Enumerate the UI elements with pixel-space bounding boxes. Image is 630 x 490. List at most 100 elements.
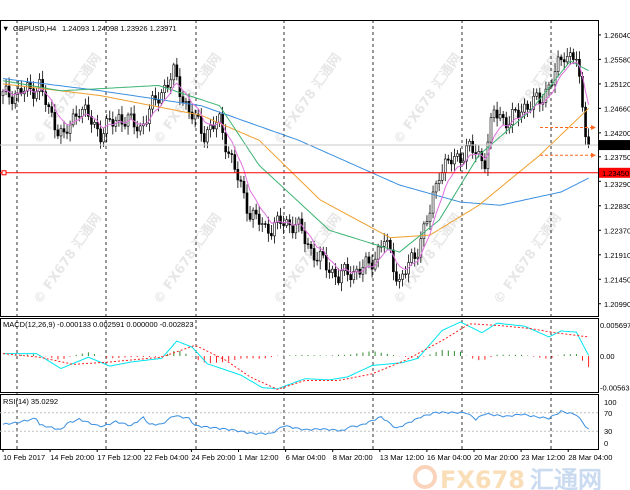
bull-candle	[376, 246, 380, 260]
price-label: 1.23971	[602, 141, 629, 150]
bull-candle	[84, 104, 87, 110]
bear-candle	[312, 248, 316, 261]
rsi-tick-label: 30	[604, 427, 612, 436]
time-label: 23 Mar 12:00	[521, 453, 565, 462]
bull-candle	[489, 117, 493, 143]
bear-candle	[111, 119, 115, 127]
bear-candle	[199, 116, 203, 134]
price-tick-label: 1.22370	[604, 226, 630, 235]
bull-candle	[465, 145, 468, 162]
grid	[0, 20, 599, 450]
bear-candle	[267, 223, 270, 234]
bull-candle	[565, 56, 569, 63]
price-tick-label: 1.22830	[604, 202, 630, 211]
bear-candle	[74, 113, 78, 117]
price-label-bg	[599, 140, 630, 151]
bear-candle	[99, 128, 102, 143]
bear-candle	[263, 223, 267, 225]
bear-candle	[96, 121, 99, 130]
bull-candle	[16, 88, 20, 95]
bear-candle	[395, 271, 398, 282]
bear-candle	[90, 116, 93, 125]
macd-panel[interactable]	[2, 321, 590, 390]
axes: 1.26040 1.25580 1.25120 1.24660 1.24200 1.237…	[2, 31, 630, 462]
bull-candle	[428, 212, 432, 222]
bear-candle	[501, 114, 505, 118]
time-label: 10 Feb 2017	[3, 453, 45, 462]
bear-candle	[254, 209, 258, 215]
bull-candle	[416, 256, 420, 259]
bear-candle	[50, 106, 54, 113]
bear-candle	[334, 268, 337, 278]
rsi-panel-frame	[0, 394, 599, 450]
bull-candle	[556, 56, 560, 72]
watermark-text: © FX678 汇通网	[270, 50, 345, 147]
bull-candle	[218, 113, 221, 123]
bear-candle	[367, 256, 371, 264]
bear-candle	[495, 109, 499, 119]
logo-text: FX678	[440, 466, 525, 490]
macd-panel-frame	[0, 318, 599, 393]
bull-candle	[38, 79, 41, 92]
bear-candle	[315, 259, 319, 262]
ohlc-readout: 1.24093 1.24098 1.23926 1.23971	[62, 24, 177, 33]
bull-candle	[193, 113, 197, 120]
collapse-arrow-icon[interactable]: ▼	[2, 24, 9, 33]
bull-candle	[523, 103, 526, 113]
bear-candle	[471, 140, 475, 153]
bear-candle	[242, 180, 246, 194]
bear-candle	[248, 213, 252, 220]
bear-candle	[62, 128, 66, 133]
time-label: 8 Mar 20:00	[333, 453, 373, 462]
bull-candle	[456, 153, 459, 157]
time-label: 20 Mar 20:00	[474, 453, 518, 462]
price-panel[interactable]	[0, 47, 598, 292]
bull-candle	[102, 133, 105, 143]
bull-candle	[59, 128, 63, 137]
bull-candle	[209, 124, 212, 130]
bull-candle	[340, 270, 343, 284]
watermark-text: © FX678 汇通网	[150, 210, 225, 307]
bull-candle	[443, 158, 447, 173]
rsi-panel[interactable]	[0, 409, 598, 435]
bear-candle	[203, 133, 206, 143]
bear-candle	[236, 169, 240, 181]
time-label: 22 Feb 04:00	[144, 453, 188, 462]
bear-candle	[135, 126, 139, 132]
bear-candle	[19, 88, 23, 95]
bear-candle	[270, 233, 273, 237]
bull-candle	[568, 52, 572, 57]
bear-candle	[181, 96, 185, 103]
time-label: 13 Mar 12:00	[380, 453, 424, 462]
bull-candle	[172, 64, 176, 81]
bull-candle	[184, 100, 188, 103]
time-label: 16 Mar 04:00	[427, 453, 471, 462]
bull-candle	[151, 95, 154, 110]
bull-candle	[93, 121, 96, 125]
watermark-text: © FX678 汇通网	[270, 210, 345, 307]
watermarks: © FX678 汇通网 © FX678 汇通网 © FX678 汇通网 © FX678…	[30, 50, 565, 307]
marker-arrow-icon	[591, 152, 596, 158]
bear-candle	[157, 99, 160, 104]
bull-candle	[163, 84, 166, 93]
bear-candle	[123, 123, 127, 127]
bear-candle	[514, 109, 517, 111]
bull-candle	[297, 218, 301, 225]
bear-candle	[303, 230, 307, 245]
bull-candle	[419, 238, 423, 258]
bull-candle	[331, 268, 334, 273]
watermark-text: © FX678 汇通网	[390, 50, 465, 147]
bull-candle	[498, 114, 502, 119]
time-label: 1 Mar 12:00	[239, 453, 279, 462]
bear-candle	[291, 224, 295, 234]
rsi-tick-label: 0	[604, 439, 608, 448]
bear-candle	[446, 158, 450, 161]
price-tick-label: 1.25120	[604, 80, 630, 89]
bull-candle	[251, 209, 255, 220]
bull-candle	[468, 140, 471, 147]
bear-candle	[328, 269, 331, 273]
macd-tick-label: -0.005639	[600, 384, 630, 393]
bear-candle	[190, 111, 194, 120]
bull-candle	[382, 241, 386, 247]
